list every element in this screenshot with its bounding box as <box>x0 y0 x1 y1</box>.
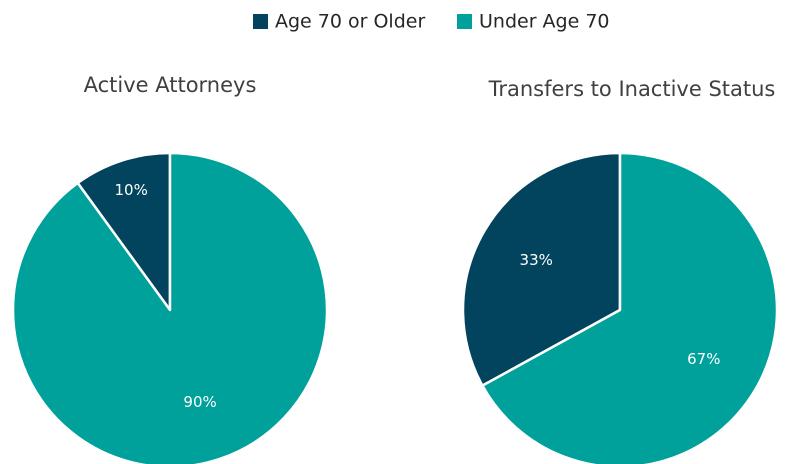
data-label: 33% <box>520 251 553 269</box>
legend-label: Under Age 70 <box>479 11 610 33</box>
pie-slice <box>76 151 172 312</box>
pie-slice <box>11 151 329 464</box>
chart-title: Active Attorneys <box>84 73 257 97</box>
chart-title: Transfers to Inactive Status <box>488 77 776 101</box>
pie-slice <box>461 151 622 387</box>
data-label: 67% <box>687 350 720 368</box>
legend-swatch <box>457 14 472 29</box>
pie-slice <box>481 151 779 464</box>
legend-swatch <box>253 14 268 29</box>
data-label: 90% <box>183 393 216 411</box>
legend-label: Age 70 or Older <box>275 11 425 33</box>
data-label: 10% <box>115 181 148 199</box>
